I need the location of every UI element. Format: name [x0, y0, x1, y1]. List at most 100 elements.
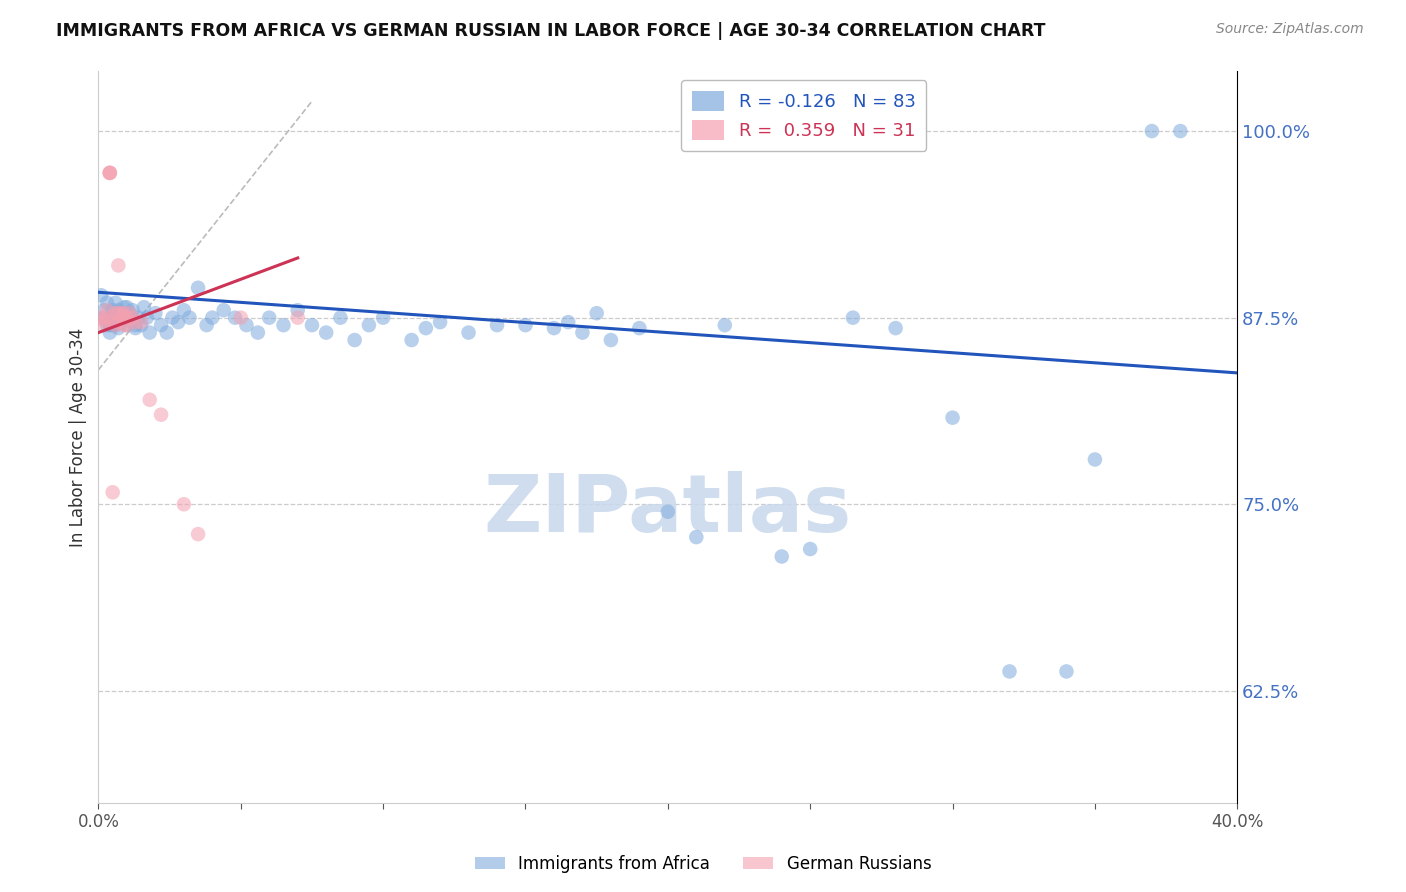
Point [167, 315, 190, 329]
Point [93, 313, 115, 327]
Point [110, 306, 132, 320]
Point [101, 315, 124, 329]
Point [415, 321, 437, 335]
Point [107, 259, 129, 273]
Point [173, 497, 195, 511]
Point [121, 310, 143, 325]
Point [145, 306, 167, 320]
Point [150, 318, 173, 332]
Point [90, 288, 112, 302]
Point [101, 318, 124, 332]
Point [104, 310, 127, 325]
Point [195, 318, 218, 332]
Point [515, 318, 537, 332]
Point [138, 326, 160, 340]
Point [98, 166, 121, 180]
Point [187, 281, 209, 295]
Point [173, 303, 195, 318]
Point [96, 295, 118, 310]
Point [235, 318, 257, 332]
Text: ZIPatlas: ZIPatlas [484, 471, 852, 549]
Point [557, 315, 579, 329]
Point [287, 303, 309, 318]
Point [287, 310, 309, 325]
Point [201, 310, 224, 325]
Point [101, 303, 124, 318]
Point [104, 318, 127, 332]
Point [162, 310, 184, 325]
Point [107, 310, 129, 325]
Point [107, 303, 129, 318]
Point [112, 300, 135, 314]
Point [1170, 124, 1192, 138]
Point [104, 318, 127, 332]
Point [129, 318, 152, 332]
Point [224, 310, 246, 325]
Point [135, 310, 157, 325]
Point [101, 310, 124, 325]
Point [401, 333, 423, 347]
Point [115, 300, 138, 314]
Point [628, 321, 651, 335]
Point [98, 166, 121, 180]
Point [112, 318, 135, 332]
Point [998, 665, 1021, 679]
Point [329, 310, 352, 325]
Point [112, 306, 135, 320]
Point [104, 306, 127, 320]
Point [571, 326, 593, 340]
Point [1084, 452, 1107, 467]
Point [543, 321, 565, 335]
Point [259, 310, 281, 325]
Point [685, 530, 707, 544]
Y-axis label: In Labor Force | Age 30-34: In Labor Force | Age 30-34 [69, 327, 87, 547]
Point [486, 318, 509, 332]
Point [600, 333, 623, 347]
Point [124, 321, 146, 335]
Point [457, 326, 479, 340]
Point [301, 318, 323, 332]
Point [118, 306, 141, 320]
Point [187, 527, 209, 541]
Point [429, 315, 451, 329]
Point [179, 310, 201, 325]
Point [101, 485, 124, 500]
Point [112, 309, 135, 323]
Text: IMMIGRANTS FROM AFRICA VS GERMAN RUSSIAN IN LABOR FORCE | AGE 30-34 CORRELATION : IMMIGRANTS FROM AFRICA VS GERMAN RUSSIAN… [56, 22, 1046, 40]
Point [110, 310, 132, 325]
Point [124, 315, 146, 329]
Point [110, 306, 132, 320]
Point [124, 318, 146, 332]
Point [115, 310, 138, 325]
Point [357, 318, 380, 332]
Point [770, 549, 793, 564]
Point [107, 306, 129, 320]
Point [121, 310, 143, 325]
Point [246, 326, 269, 340]
Point [714, 318, 737, 332]
Point [115, 310, 138, 325]
Point [107, 321, 129, 335]
Point [1140, 124, 1163, 138]
Point [98, 166, 121, 180]
Point [132, 300, 155, 314]
Point [96, 303, 118, 318]
Point [657, 505, 679, 519]
Point [104, 295, 127, 310]
Point [93, 303, 115, 318]
Point [229, 310, 252, 325]
Point [156, 326, 179, 340]
Point [93, 310, 115, 325]
Point [942, 410, 965, 425]
Point [799, 542, 821, 557]
Point [138, 392, 160, 407]
Point [121, 303, 143, 318]
Point [273, 318, 295, 332]
Point [90, 310, 112, 325]
Point [343, 333, 366, 347]
Point [127, 310, 149, 325]
Point [1056, 665, 1078, 679]
Point [212, 303, 235, 318]
Point [107, 315, 129, 329]
Point [115, 318, 138, 332]
